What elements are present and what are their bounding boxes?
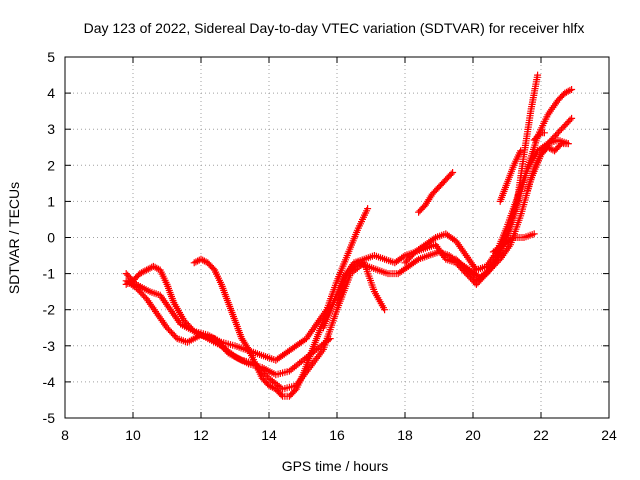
series-track-4 bbox=[190, 255, 334, 400]
series-track-8 bbox=[452, 86, 576, 285]
y-tick-label: 4 bbox=[47, 85, 55, 101]
data-layer bbox=[122, 71, 576, 400]
series-track-1 bbox=[122, 205, 372, 364]
y-tick-label: 5 bbox=[47, 49, 55, 65]
series-markers bbox=[452, 86, 576, 285]
plot-frame bbox=[64, 56, 610, 419]
x-axis-label: GPS time / hours bbox=[282, 458, 389, 474]
x-tick-label: 16 bbox=[329, 427, 345, 443]
y-axis-label: SDTVAR / TECUs bbox=[6, 182, 22, 294]
chart-title: Day 123 of 2022, Sidereal Day-to-day VTE… bbox=[84, 20, 585, 36]
series-markers bbox=[496, 147, 525, 205]
x-tick-label: 14 bbox=[261, 427, 277, 443]
y-tick-label: 3 bbox=[47, 121, 55, 137]
y-tick-label: -5 bbox=[43, 410, 56, 426]
series-markers bbox=[122, 262, 334, 379]
series-track-13 bbox=[530, 129, 548, 144]
series-markers bbox=[122, 205, 372, 364]
series-track-11 bbox=[496, 147, 525, 205]
series-markers bbox=[415, 169, 457, 216]
series-markers bbox=[523, 140, 572, 195]
y-tick-label: 2 bbox=[47, 157, 55, 173]
series-markers bbox=[530, 129, 548, 144]
y-tick-label: -3 bbox=[43, 338, 56, 354]
series-track-10 bbox=[489, 230, 538, 256]
series-track-12 bbox=[523, 140, 572, 195]
series-track-9 bbox=[415, 169, 457, 216]
y-tick-label: 0 bbox=[47, 230, 55, 246]
y-tick-label: -1 bbox=[43, 266, 56, 282]
y-tick-label: 1 bbox=[47, 193, 55, 209]
series-markers bbox=[190, 255, 334, 400]
x-tick-label: 8 bbox=[61, 427, 69, 443]
series-markers bbox=[489, 230, 538, 256]
y-tick-label: -4 bbox=[43, 374, 56, 390]
x-tick-label: 12 bbox=[193, 427, 209, 443]
x-tick-label: 24 bbox=[601, 427, 617, 443]
x-tick-label: 18 bbox=[397, 427, 413, 443]
series-track-3 bbox=[122, 262, 334, 379]
x-tick-label: 22 bbox=[533, 427, 549, 443]
x-tick-label: 20 bbox=[465, 427, 481, 443]
x-tick-label: 10 bbox=[125, 427, 141, 443]
y-tick-label: -2 bbox=[43, 302, 56, 318]
